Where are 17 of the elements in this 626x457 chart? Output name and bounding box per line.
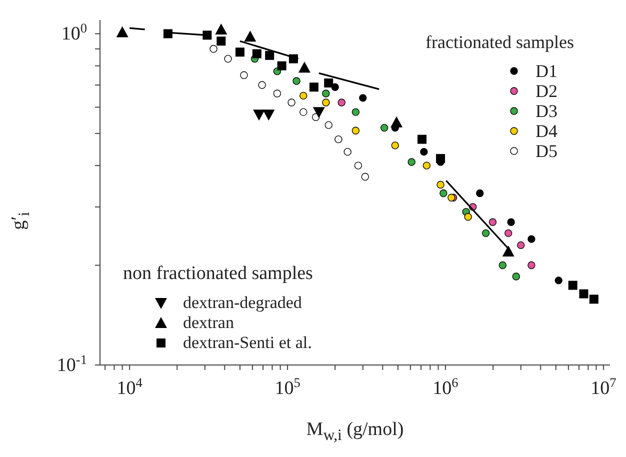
- legend-label: D5: [536, 140, 558, 162]
- legend-label: D4: [536, 120, 558, 142]
- legend-label: dextran: [183, 313, 234, 333]
- legend-label: D2: [536, 80, 558, 102]
- legend-label: D1: [536, 60, 558, 82]
- legend-title: fractionated samples: [426, 32, 574, 53]
- x-tick-label: 10$^{7}$: [590, 374, 617, 399]
- x-tick-label: 10$^{4}$: [116, 374, 143, 399]
- x-tick-label: 10$^{6}$: [432, 374, 459, 399]
- legend-label: D3: [536, 100, 558, 122]
- legend-label: dextran-Senti et al.: [183, 333, 312, 353]
- x-tick-label: 10$^{5}$: [274, 374, 301, 399]
- y-tick-label: 10$^{-1}$: [56, 352, 87, 376]
- annotation: non fractionated samples: [123, 263, 313, 285]
- y-tick-label: 10$^{0}$: [61, 20, 88, 45]
- legend-label: dextran-degraded: [183, 293, 302, 313]
- x-axis-title: M$_{w,i}$ (g/mol): [305, 419, 405, 445]
